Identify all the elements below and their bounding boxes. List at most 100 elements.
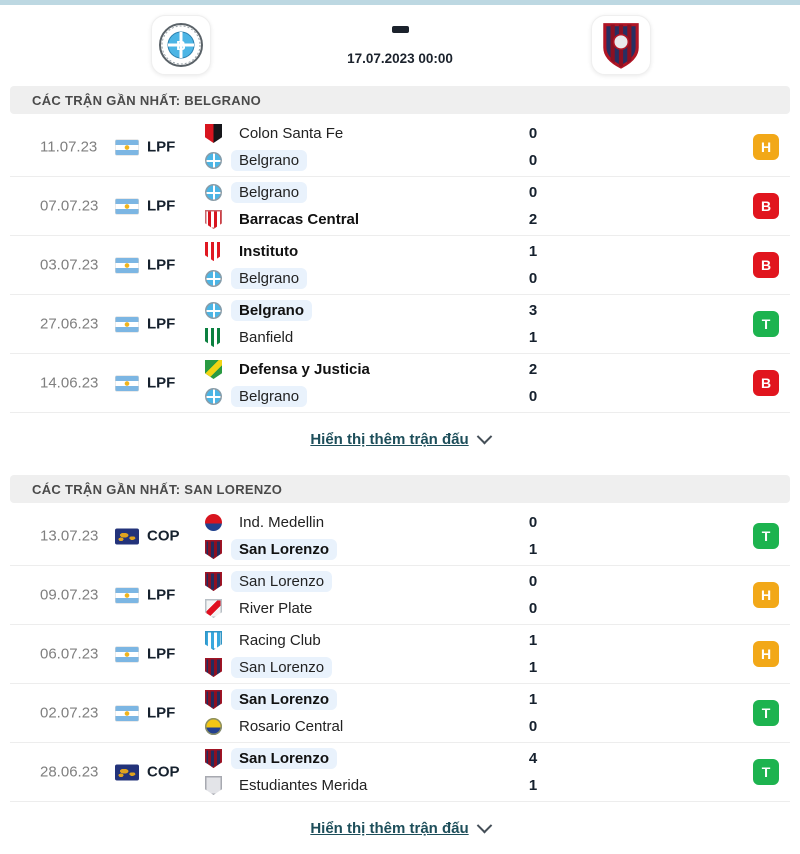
team-score: 1 (528, 777, 538, 794)
instituto-logo-icon (205, 242, 222, 261)
match-row[interactable]: 09.07.23 LPF San Lorenzo 0 River Plate 0 H (10, 566, 790, 625)
competition: LPF (115, 587, 175, 604)
argentina-flag-icon (115, 375, 139, 391)
world-map-icon (115, 528, 139, 544)
result-badge: B (753, 252, 779, 278)
match-teams: Ind. Medellin 0 San Lorenzo 1 (205, 507, 537, 565)
match-row[interactable]: 14.06.23 LPF Defensa y Justicia 2 Belgrano 0 B (10, 354, 790, 413)
show-more-link[interactable]: Hiển thị thêm trận đấu (310, 819, 469, 837)
river-logo-icon (205, 599, 222, 618)
competition-label: LPF (147, 256, 176, 274)
match-teams: Belgrano 3 Banfield 1 (205, 295, 537, 353)
match-date: 11.07.23 (40, 138, 98, 156)
competition: LPF (115, 705, 175, 722)
competition-label: LPF (147, 704, 176, 722)
match-row[interactable]: 07.07.23 LPF Belgrano 0 Barracas Central 2 B (10, 177, 790, 236)
team-score: 1 (528, 243, 538, 260)
match-row[interactable]: 03.07.23 LPF Instituto 1 Belgrano 0 B (10, 236, 790, 295)
team-line: San Lorenzo 4 (205, 745, 537, 772)
match-teams: Defensa y Justicia 2 Belgrano 0 (205, 354, 537, 412)
argentina-flag-icon (115, 587, 139, 603)
competition: LPF (115, 257, 175, 274)
svg-text:B: B (176, 38, 185, 53)
competition: LPF (115, 198, 175, 215)
competition: COP (115, 528, 180, 545)
competition: COP (115, 764, 180, 781)
section-title: CÁC TRẬN GẦN NHẤT: BELGRANO (10, 86, 790, 114)
result-badge: B (753, 370, 779, 396)
team-score: 1 (528, 632, 538, 649)
argentina-flag-icon (115, 705, 139, 721)
belgrano-logo-icon (205, 388, 222, 405)
match-teams: San Lorenzo 0 River Plate 0 (205, 566, 537, 624)
team-name: San Lorenzo (231, 539, 338, 560)
match-row[interactable]: 06.07.23 LPF Racing Club 1 San Lorenzo 1 H (10, 625, 790, 684)
result-badge: H (753, 641, 779, 667)
match-date: 06.07.23 (40, 645, 99, 663)
result-badge: T (753, 700, 779, 726)
match-row[interactable]: 13.07.23 COP Ind. Medellin 0 San Lorenzo 1 T (10, 507, 790, 566)
team-line: San Lorenzo 1 (205, 536, 537, 563)
match-row[interactable]: 28.06.23 COP San Lorenzo 4 Estudiantes Merid… (10, 743, 790, 802)
argentina-flag-icon (115, 316, 139, 332)
section-title: CÁC TRẬN GẦN NHẤT: SAN LORENZO (10, 475, 790, 503)
show-more-link[interactable]: Hiển thị thêm trận đấu (310, 430, 469, 448)
team-score: 2 (528, 361, 538, 378)
team-line: Belgrano 3 (205, 297, 537, 324)
home-team-logo-card: B (151, 15, 211, 75)
team-line: San Lorenzo 0 (205, 568, 537, 595)
team-name: Belgrano (231, 150, 308, 171)
barracas-logo-icon (205, 210, 222, 229)
argentina-flag-icon (115, 646, 139, 662)
competition: LPF (115, 375, 175, 392)
world-map-icon (115, 764, 139, 780)
team-line: Estudiantes Merida 1 (205, 772, 537, 799)
team-score: 0 (528, 573, 538, 590)
banfield-logo-icon (205, 328, 222, 347)
team-name: Belgrano (231, 268, 308, 289)
team-line: River Plate 0 (205, 595, 537, 622)
match-row[interactable]: 02.07.23 LPF San Lorenzo 1 Rosario Central 0 T (10, 684, 790, 743)
match-date: 28.06.23 (40, 763, 99, 781)
recent-matches-section: CÁC TRẬN GẦN NHẤT: BELGRANO 11.07.23 LPF Co… (10, 86, 790, 465)
team-name: Rosario Central (239, 718, 344, 735)
match-row[interactable]: 11.07.23 LPF Colon Santa Fe 0 Belgrano 0 H (10, 118, 790, 177)
sanlorenzo-logo-icon (205, 690, 222, 709)
team-line: Racing Club 1 (205, 627, 537, 654)
team-name: Ind. Medellin (239, 514, 325, 531)
defensa-logo-icon (205, 360, 222, 379)
match-list: 13.07.23 COP Ind. Medellin 0 San Lorenzo 1 T 09… (10, 507, 790, 802)
team-score: 1 (528, 329, 538, 346)
team-score: 0 (528, 600, 538, 617)
team-name: Instituto (239, 243, 299, 260)
team-line: San Lorenzo 1 (205, 686, 537, 713)
top-accent-bar (0, 0, 800, 5)
team-score: 1 (528, 541, 538, 558)
match-teams: Racing Club 1 San Lorenzo 1 (205, 625, 537, 683)
team-line: Belgrano 0 (205, 383, 537, 410)
competition-label: LPF (147, 645, 176, 663)
team-name: Barracas Central (239, 211, 360, 228)
team-score: 0 (528, 514, 538, 531)
team-name: San Lorenzo (231, 748, 338, 769)
team-name: Defensa y Justicia (239, 361, 370, 378)
match-meta: 17.07.2023 00:00 (0, 5, 800, 66)
chevron-down-icon[interactable] (476, 428, 492, 444)
match-row[interactable]: 27.06.23 LPF Belgrano 3 Banfield 1 T (10, 295, 790, 354)
team-score: 3 (528, 302, 538, 319)
match-date: 03.07.23 (40, 256, 99, 274)
match-teams: San Lorenzo 4 Estudiantes Merida 1 (205, 743, 537, 801)
estudiantes-logo-icon (205, 776, 222, 795)
team-score: 0 (528, 125, 538, 142)
team-line: Belgrano 0 (205, 265, 537, 292)
team-score: 0 (528, 270, 538, 287)
team-line: Colon Santa Fe 0 (205, 120, 537, 147)
team-score: 1 (528, 659, 538, 676)
team-line: Defensa y Justicia 2 (205, 356, 537, 383)
racing-logo-icon (205, 631, 222, 650)
competition-label: COP (147, 527, 180, 545)
sanlorenzo-logo-icon (205, 749, 222, 768)
chevron-down-icon[interactable] (476, 817, 492, 833)
belgrano-logo-icon: B (159, 23, 203, 67)
argentina-flag-icon (115, 198, 139, 214)
